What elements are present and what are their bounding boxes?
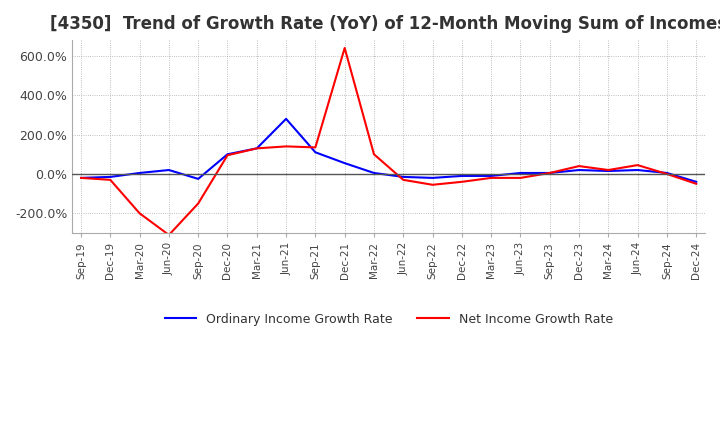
Net Income Growth Rate (106, 177, 114, 183)
Net Income Growth Rate (546, 170, 554, 176)
Net Income Growth Rate (575, 163, 583, 169)
Ordinary Income Growth Rate (341, 161, 349, 166)
Ordinary Income Growth Rate (223, 152, 232, 157)
Ordinary Income Growth Rate (106, 174, 114, 180)
Net Income Growth Rate (692, 181, 701, 187)
Ordinary Income Growth Rate (634, 167, 642, 172)
Ordinary Income Growth Rate (604, 169, 613, 174)
Net Income Growth Rate (634, 162, 642, 168)
Net Income Growth Rate (135, 211, 144, 216)
Net Income Growth Rate (311, 145, 320, 150)
Net Income Growth Rate (399, 177, 408, 183)
Ordinary Income Growth Rate (516, 170, 525, 176)
Net Income Growth Rate (516, 175, 525, 180)
Net Income Growth Rate (428, 182, 437, 187)
Net Income Growth Rate (341, 45, 349, 51)
Net Income Growth Rate (165, 232, 174, 238)
Ordinary Income Growth Rate (575, 167, 583, 172)
Net Income Growth Rate (253, 146, 261, 151)
Ordinary Income Growth Rate (77, 175, 86, 180)
Net Income Growth Rate (457, 179, 466, 184)
Title: [4350]  Trend of Growth Rate (YoY) of 12-Month Moving Sum of Incomes: [4350] Trend of Growth Rate (YoY) of 12-… (50, 15, 720, 33)
Ordinary Income Growth Rate (135, 170, 144, 176)
Net Income Growth Rate (604, 167, 613, 172)
Ordinary Income Growth Rate (662, 170, 671, 176)
Ordinary Income Growth Rate (546, 170, 554, 176)
Ordinary Income Growth Rate (457, 173, 466, 179)
Ordinary Income Growth Rate (399, 174, 408, 180)
Ordinary Income Growth Rate (194, 176, 202, 182)
Net Income Growth Rate (223, 153, 232, 158)
Line: Ordinary Income Growth Rate: Ordinary Income Growth Rate (81, 119, 696, 182)
Net Income Growth Rate (487, 175, 495, 180)
Net Income Growth Rate (77, 175, 86, 180)
Ordinary Income Growth Rate (253, 146, 261, 151)
Net Income Growth Rate (194, 201, 202, 206)
Ordinary Income Growth Rate (369, 170, 378, 176)
Net Income Growth Rate (282, 144, 290, 149)
Ordinary Income Growth Rate (282, 116, 290, 121)
Ordinary Income Growth Rate (487, 173, 495, 179)
Ordinary Income Growth Rate (692, 179, 701, 184)
Net Income Growth Rate (369, 152, 378, 157)
Ordinary Income Growth Rate (165, 167, 174, 172)
Legend: Ordinary Income Growth Rate, Net Income Growth Rate: Ordinary Income Growth Rate, Net Income … (165, 312, 613, 326)
Ordinary Income Growth Rate (428, 175, 437, 180)
Ordinary Income Growth Rate (311, 150, 320, 155)
Line: Net Income Growth Rate: Net Income Growth Rate (81, 48, 696, 235)
Net Income Growth Rate (662, 171, 671, 176)
